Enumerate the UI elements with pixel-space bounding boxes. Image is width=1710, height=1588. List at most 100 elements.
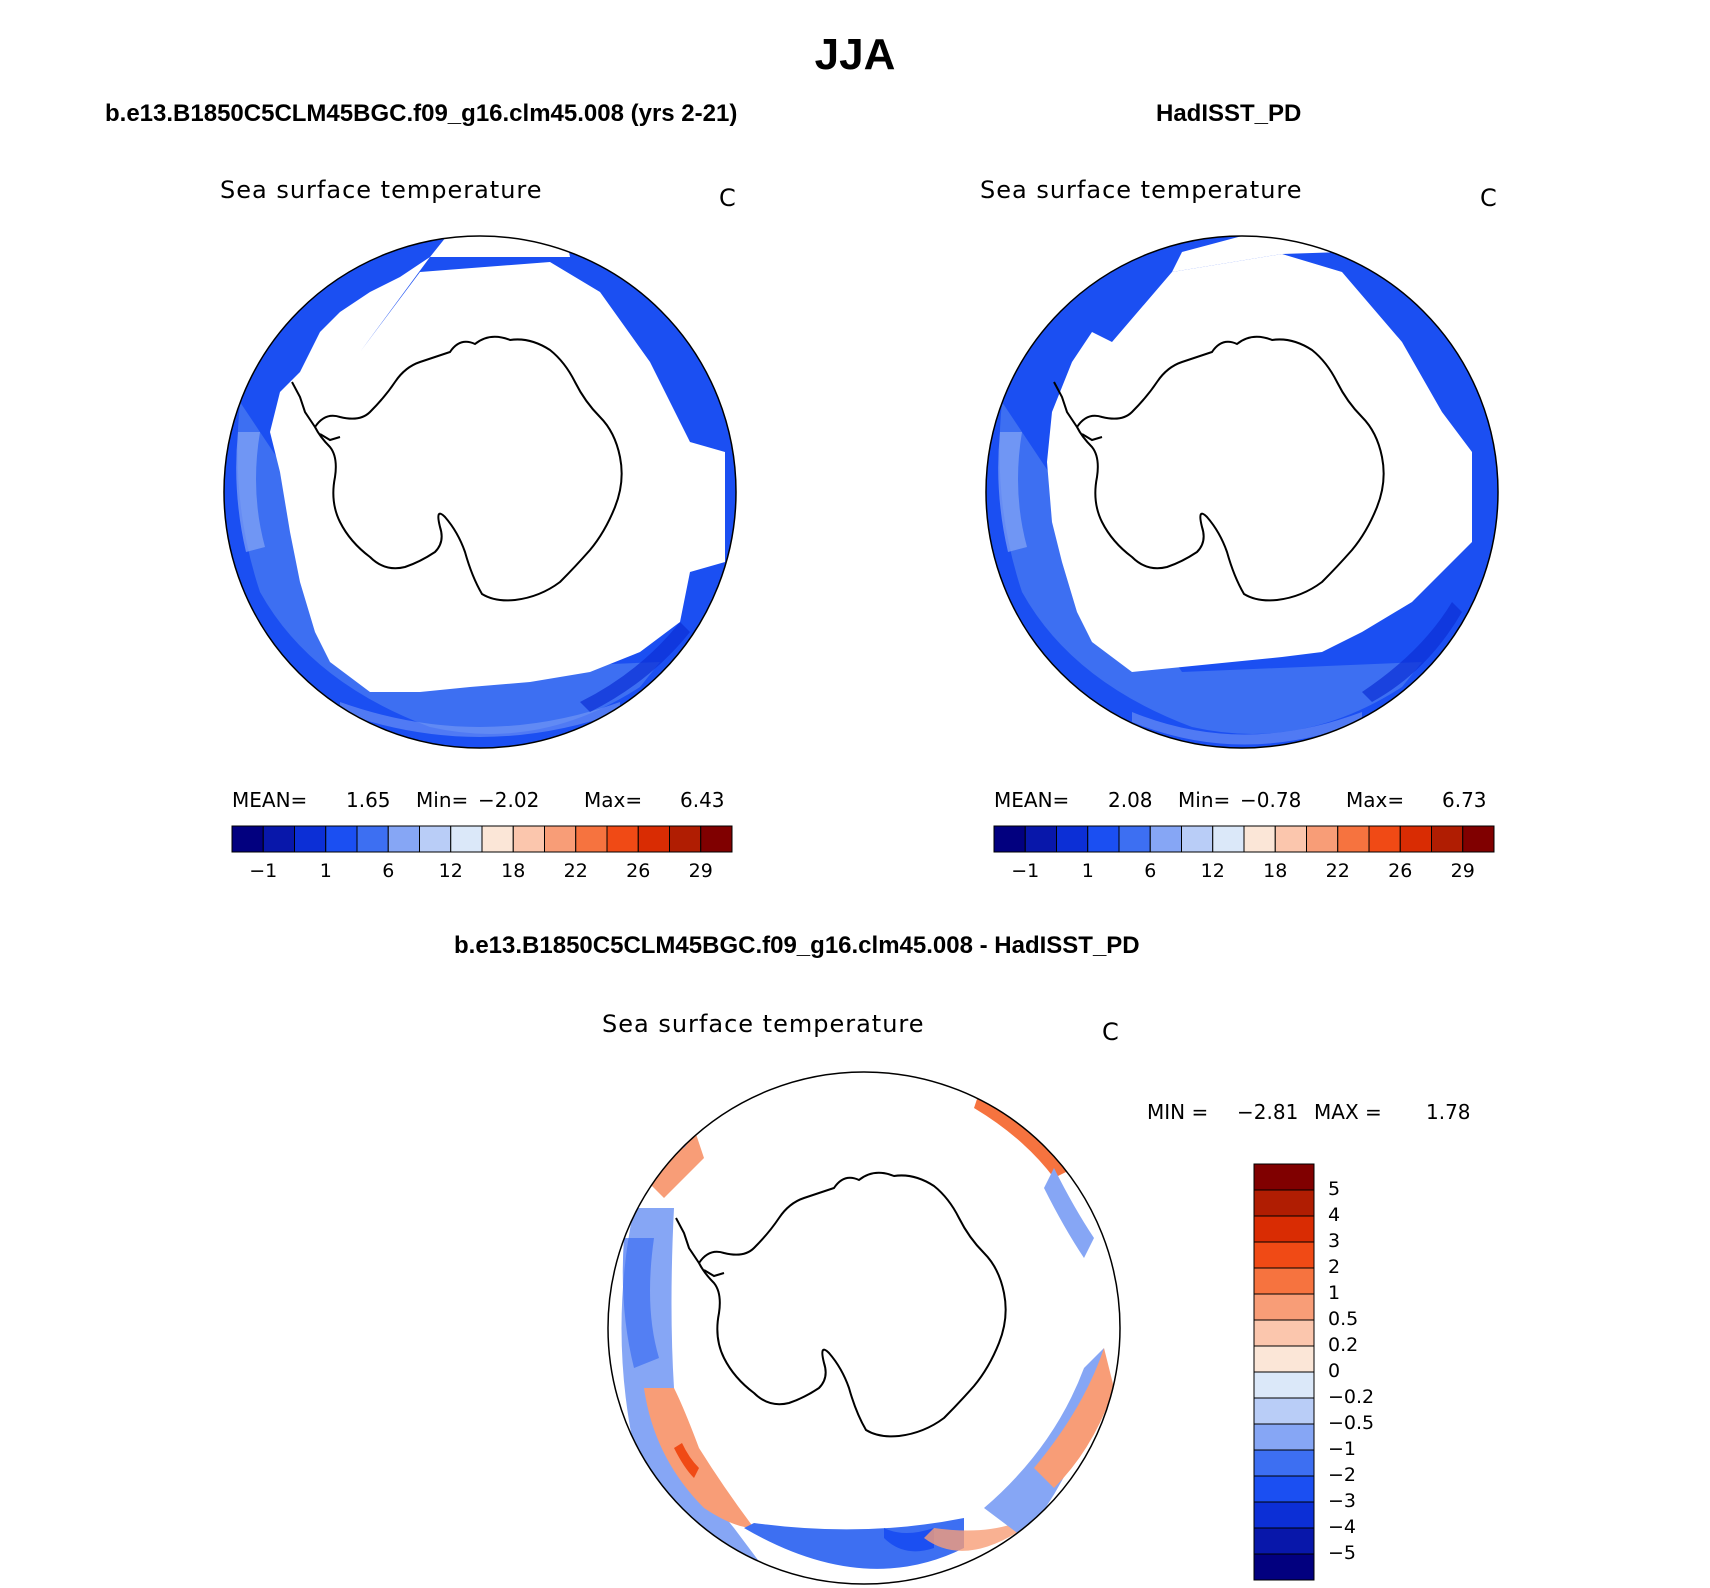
mean-value: 1.65 bbox=[346, 788, 391, 812]
colorbar-obs bbox=[993, 825, 1495, 853]
colorbar-tick-label: −5 bbox=[1328, 1542, 1357, 1564]
colorbar-swatch bbox=[325, 825, 358, 853]
diff-min-value: −2.81 bbox=[1237, 1100, 1299, 1124]
colorbar-swatch bbox=[1118, 825, 1151, 853]
polar-map-obs bbox=[985, 235, 1499, 749]
colorbar-tick-label: 0 bbox=[1328, 1360, 1341, 1382]
colorbar-swatch bbox=[1253, 1189, 1315, 1217]
colorbar-swatch bbox=[1253, 1319, 1315, 1347]
colorbar-swatch bbox=[419, 825, 452, 853]
colorbar-tick-label: 0.5 bbox=[1328, 1308, 1359, 1330]
colorbar-tick-label: 6 bbox=[382, 860, 395, 882]
colorbar-swatch bbox=[1399, 825, 1432, 853]
colorbar-tick-label: 4 bbox=[1328, 1204, 1341, 1226]
colorbar-tick-label: 0.2 bbox=[1328, 1334, 1359, 1356]
panel-title-obs: HadISST_PD bbox=[1156, 100, 1302, 127]
diff-min-label: MIN = bbox=[1147, 1100, 1209, 1124]
colorbar-tick-label: 26 bbox=[626, 860, 651, 882]
colorbar-swatch bbox=[1056, 825, 1089, 853]
colorbar-swatch bbox=[356, 825, 389, 853]
colorbar-tick-label: 2 bbox=[1328, 1256, 1341, 1278]
variable-label: Sea surface temperature bbox=[602, 1010, 925, 1038]
polar-map-difference bbox=[607, 1071, 1121, 1585]
colorbar-swatch bbox=[1253, 1449, 1315, 1477]
colorbar-swatch bbox=[1368, 825, 1401, 853]
colorbar-swatch bbox=[669, 825, 702, 853]
colorbar-swatch bbox=[1462, 825, 1495, 853]
units-label: C bbox=[1480, 184, 1497, 212]
colorbar-swatch bbox=[637, 825, 670, 853]
colorbar-tick-label: −1 bbox=[1328, 1438, 1357, 1460]
colorbar-swatch bbox=[1024, 825, 1057, 853]
colorbar-swatch bbox=[231, 825, 264, 853]
colorbar-swatch bbox=[1431, 825, 1464, 853]
colorbar-swatch bbox=[1212, 825, 1245, 853]
colorbar-swatch bbox=[1253, 1423, 1315, 1451]
colorbar-tick-label: 1 bbox=[1328, 1282, 1341, 1304]
colorbar-swatch bbox=[1253, 1345, 1315, 1373]
colorbar-tick-label: 22 bbox=[563, 860, 588, 882]
colorbar-tick-label: 22 bbox=[1325, 860, 1350, 882]
colorbar-swatch bbox=[1253, 1163, 1315, 1191]
colorbar-swatch bbox=[1253, 1267, 1315, 1295]
colorbar-tick-label: −1 bbox=[1011, 860, 1040, 882]
colorbar-tick-label: −0.2 bbox=[1328, 1386, 1375, 1408]
colorbar-tick-label: −3 bbox=[1328, 1490, 1357, 1512]
colorbar-swatch bbox=[262, 825, 295, 853]
variable-label: Sea surface temperature bbox=[980, 176, 1303, 204]
colorbar-swatch bbox=[1253, 1527, 1315, 1555]
figure-title: JJA bbox=[814, 30, 896, 79]
max-label: Max= bbox=[1346, 788, 1405, 812]
colorbar-swatch bbox=[294, 825, 327, 853]
variable-label: Sea surface temperature bbox=[220, 176, 543, 204]
colorbar-model bbox=[231, 825, 733, 853]
colorbar-tick-label: 12 bbox=[1200, 860, 1225, 882]
colorbar-tick-label: 29 bbox=[688, 860, 713, 882]
colorbar-swatch bbox=[1253, 1553, 1315, 1581]
colorbar-tick-label: 5 bbox=[1328, 1178, 1341, 1200]
colorbar-swatch bbox=[1253, 1397, 1315, 1425]
diff-max-label: MAX = bbox=[1314, 1100, 1382, 1124]
max-label: Max= bbox=[584, 788, 643, 812]
colorbar-swatch bbox=[993, 825, 1026, 853]
min-label: Min= bbox=[416, 788, 469, 812]
colorbar-swatch bbox=[1181, 825, 1214, 853]
colorbar-swatch bbox=[1253, 1371, 1315, 1399]
polar-map-model bbox=[223, 235, 737, 749]
colorbar-swatch bbox=[1149, 825, 1182, 853]
units-label: C bbox=[1102, 1018, 1119, 1046]
colorbar-swatch bbox=[481, 825, 514, 853]
min-value: −0.78 bbox=[1240, 788, 1302, 812]
colorbar-swatch bbox=[700, 825, 733, 853]
mean-value: 2.08 bbox=[1108, 788, 1153, 812]
colorbar-swatch bbox=[1243, 825, 1276, 853]
colorbar-swatch bbox=[1253, 1241, 1315, 1269]
colorbar-difference bbox=[1253, 1163, 1315, 1581]
colorbar-tick-label: 18 bbox=[501, 860, 526, 882]
colorbar-tick-label: −0.5 bbox=[1328, 1412, 1375, 1434]
colorbar-swatch bbox=[450, 825, 483, 853]
colorbar-swatch bbox=[512, 825, 545, 853]
colorbar-tick-label: 18 bbox=[1263, 860, 1288, 882]
colorbar-swatch bbox=[387, 825, 420, 853]
colorbar-tick-label: 3 bbox=[1328, 1230, 1341, 1252]
colorbar-swatch bbox=[1337, 825, 1370, 853]
mean-label: MEAN= bbox=[232, 788, 308, 812]
colorbar-swatch bbox=[1253, 1501, 1315, 1529]
min-value: −2.02 bbox=[478, 788, 540, 812]
colorbar-tick-label: 12 bbox=[438, 860, 463, 882]
max-value: 6.73 bbox=[1442, 788, 1487, 812]
units-label: C bbox=[719, 184, 736, 212]
mean-label: MEAN= bbox=[994, 788, 1070, 812]
colorbar-tick-label: −4 bbox=[1328, 1516, 1357, 1538]
colorbar-swatch bbox=[606, 825, 639, 853]
colorbar-swatch bbox=[575, 825, 608, 853]
colorbar-swatch bbox=[1253, 1215, 1315, 1243]
colorbar-swatch bbox=[544, 825, 577, 853]
colorbar-tick-label: 6 bbox=[1144, 860, 1157, 882]
colorbar-tick-label: −2 bbox=[1328, 1464, 1357, 1486]
colorbar-swatch bbox=[1087, 825, 1120, 853]
max-value: 6.43 bbox=[680, 788, 725, 812]
colorbar-tick-label: 1 bbox=[319, 860, 332, 882]
colorbar-tick-label: 29 bbox=[1450, 860, 1475, 882]
